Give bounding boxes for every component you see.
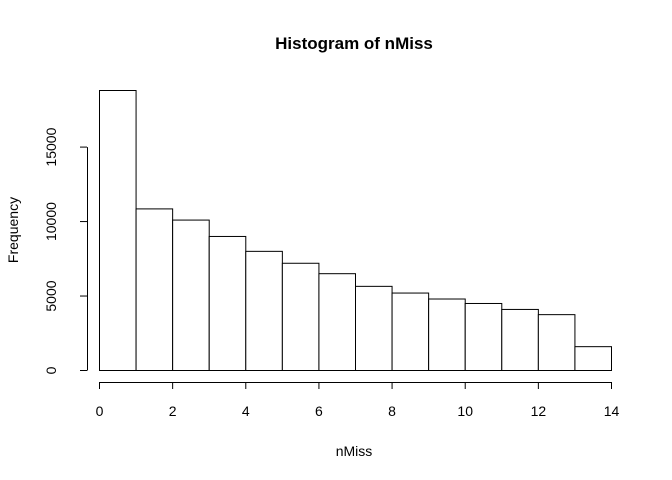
histogram-bar-12	[537, 314, 576, 371]
y-tick-label-10000: 10000	[43, 202, 59, 241]
x-tick-label-8: 8	[388, 403, 396, 419]
x-axis-label: nMiss	[336, 443, 373, 459]
chart-title: Histogram of nMiss	[275, 34, 433, 53]
y-axis-label: Frequency	[5, 197, 21, 263]
x-axis: 0 2 4 6 8 10 12 14	[96, 382, 620, 419]
bars-group	[99, 90, 613, 372]
y-axis: 0 5000 10000 15000	[43, 127, 88, 374]
x-tick-label-14: 14	[604, 403, 620, 419]
histogram-bar-2	[172, 219, 210, 371]
histogram-bar-8	[391, 292, 430, 371]
x-tick-label-0: 0	[96, 403, 104, 419]
histogram-bar-10	[464, 302, 503, 372]
histogram-bar-0	[99, 90, 137, 371]
x-tick-label-6: 6	[315, 403, 323, 419]
histogram-bar-4	[245, 250, 283, 371]
histogram-bar-5	[281, 262, 320, 371]
histogram-bar-7	[355, 285, 393, 372]
histogram-bar-3	[208, 235, 247, 371]
y-tick-label-5000: 5000	[43, 280, 59, 311]
y-tick-label-15000: 15000	[43, 127, 59, 166]
x-tick-label-12: 12	[531, 403, 547, 419]
y-tick-label-0: 0	[43, 366, 59, 374]
histogram-bar-9	[428, 298, 466, 372]
x-tick-label-4: 4	[242, 403, 250, 419]
histogram-bar-13	[574, 346, 613, 372]
histogram-bar-1	[135, 208, 174, 371]
histogram-bar-11	[501, 308, 539, 371]
histogram-bar-6	[318, 273, 356, 372]
x-tick-label-10: 10	[457, 403, 473, 419]
x-tick-label-2: 2	[169, 403, 177, 419]
